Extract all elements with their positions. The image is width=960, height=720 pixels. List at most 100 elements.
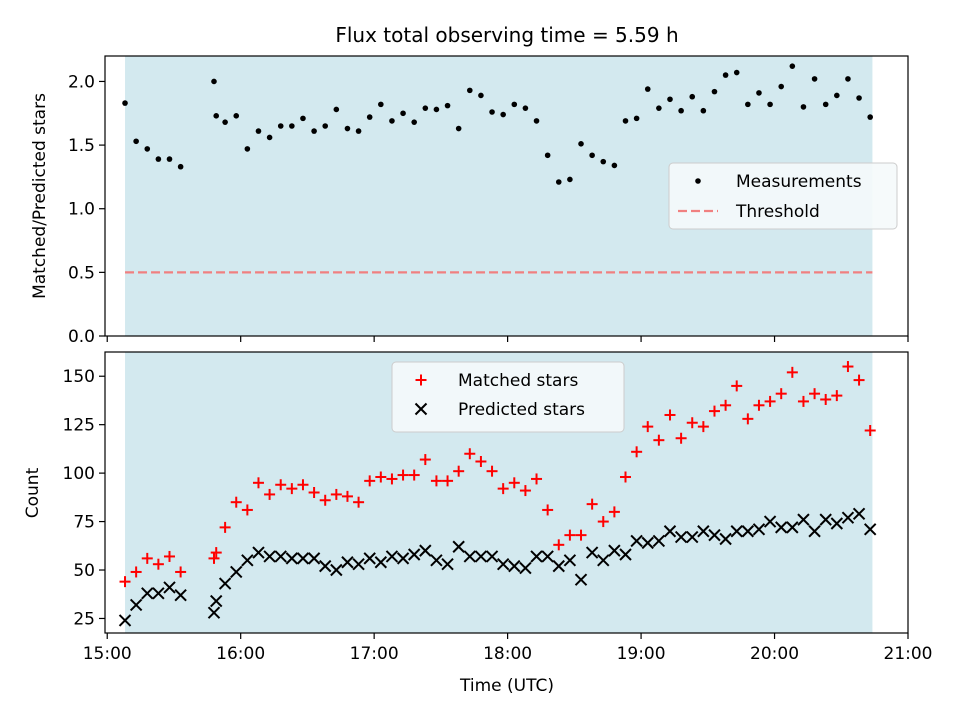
predicted-point — [641, 536, 654, 550]
measurement-point — [166, 156, 173, 162]
measurement-point — [177, 163, 184, 170]
bottom-panel: 25 50 75 100 125 150 15:00 16:00 17:00 18:00 19:0… — [23, 351, 933, 696]
top-x-ticks — [106, 336, 909, 342]
matched-point — [653, 434, 665, 446]
predicted-point — [474, 550, 488, 563]
predicted-point — [663, 525, 677, 538]
predicted-point — [819, 513, 832, 526]
predicted-point — [152, 587, 165, 600]
matched-point — [764, 395, 776, 407]
predicted-point — [252, 546, 265, 559]
matched-point — [464, 448, 476, 460]
measurement-point — [522, 105, 529, 111]
measurement-point — [834, 92, 840, 99]
measurement-point — [867, 114, 873, 120]
matched-point — [475, 455, 487, 467]
measurement-point — [478, 92, 484, 99]
measurement-point — [244, 146, 251, 152]
predicted-point — [352, 557, 365, 571]
predicted-point — [686, 530, 699, 544]
predicted-point — [485, 550, 499, 563]
measurement-point — [711, 88, 718, 95]
measurement-point — [366, 114, 373, 120]
predicted-point — [797, 513, 810, 526]
y-tick-label: 100 — [63, 464, 95, 484]
matched-point — [497, 483, 509, 495]
top-points-group — [122, 63, 873, 185]
matched-point — [241, 504, 253, 516]
x-tick-label: 16:00 — [216, 644, 265, 664]
top-y-axis-label: Matched/Predicted stars — [30, 93, 50, 299]
predicted-point — [463, 550, 477, 563]
measurement-point — [511, 101, 518, 108]
measurement-point — [822, 101, 829, 108]
matched-point — [375, 471, 387, 483]
measurement-point — [300, 115, 306, 122]
matched-point — [408, 469, 420, 481]
predicted-point — [330, 563, 343, 577]
predicted-point — [863, 523, 877, 536]
predicted-point — [296, 552, 310, 565]
predicted-point — [608, 544, 621, 557]
measurement-point — [567, 176, 573, 183]
y-tick-label: 1.5 — [68, 136, 95, 156]
y-tick-label: 0.5 — [68, 263, 95, 283]
matched-point — [697, 421, 709, 433]
predicted-point — [741, 525, 755, 538]
x-tick-label: 20:00 — [750, 644, 799, 664]
matched-point — [631, 446, 643, 458]
measurement-point — [400, 110, 406, 117]
measurement-point — [378, 101, 384, 108]
predicted-point — [307, 552, 321, 565]
matched-point — [152, 558, 164, 570]
measurement-point — [555, 179, 562, 185]
matched-point — [208, 552, 220, 564]
matched-point — [553, 539, 565, 551]
measurement-point — [266, 134, 273, 141]
y-tick-label: 50 — [73, 561, 95, 581]
predicted-point — [652, 534, 666, 548]
measurement-point — [578, 141, 584, 147]
matched-point — [419, 454, 431, 466]
predicted-point — [129, 598, 143, 612]
predicted-point — [786, 521, 799, 534]
predicted-point — [319, 559, 332, 573]
matched-point — [531, 473, 543, 485]
matched-point — [675, 432, 687, 444]
matched-point — [252, 477, 264, 489]
measurement-point — [213, 113, 220, 119]
legend-measurement-marker — [695, 178, 701, 184]
predicted-point — [407, 548, 421, 561]
matched-point — [831, 390, 843, 402]
x-tick-label: 21:00 — [884, 644, 933, 664]
predicted-point — [519, 561, 532, 575]
x-axis-label: Time (UTC) — [459, 676, 554, 696]
matched-point — [786, 366, 798, 378]
measurement-point — [778, 83, 785, 90]
legend-predicted-label: Predicted stars — [458, 400, 585, 420]
predicted-point — [241, 554, 254, 567]
matched-point — [353, 496, 365, 508]
measurement-point — [311, 128, 317, 134]
measurement-point — [600, 158, 607, 165]
predicted-point — [597, 554, 610, 567]
matched-point — [542, 504, 554, 516]
top-axes-frame — [104, 55, 909, 337]
top-legend-box — [668, 162, 898, 230]
predicted-point — [808, 525, 821, 538]
measurement-point — [489, 109, 495, 115]
bottom-y-ticks: 25 50 75 100 125 150 — [63, 367, 105, 629]
predicted-point — [508, 559, 521, 573]
x-tick-label: 15:00 — [83, 644, 132, 664]
matched-point — [453, 465, 465, 477]
matched-point — [397, 469, 409, 481]
predicted-point — [141, 587, 154, 600]
measurement-point — [289, 123, 295, 129]
matched-points-group — [119, 361, 876, 588]
matched-point — [141, 552, 153, 564]
predicted-point — [630, 534, 643, 548]
predicted-point — [285, 552, 299, 565]
predicted-point — [585, 546, 599, 559]
predicted-point — [174, 589, 187, 602]
